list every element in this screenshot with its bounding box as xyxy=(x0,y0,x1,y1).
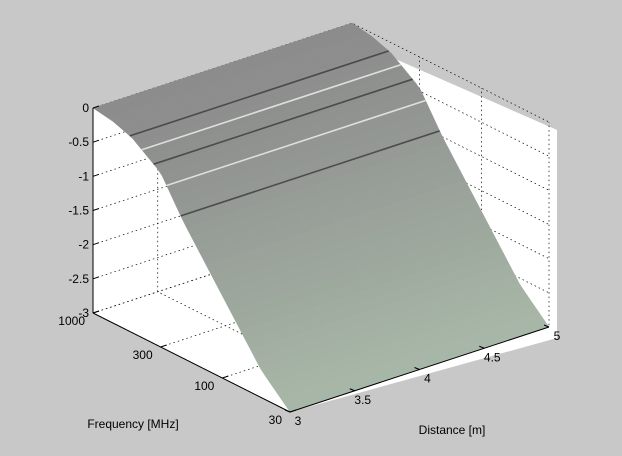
z-tick-mark xyxy=(92,139,100,143)
x-tick-mark xyxy=(349,388,355,392)
y-tick-mark xyxy=(160,344,167,348)
z-tick-mark xyxy=(92,242,100,246)
x-axis-ticks: 3 3.5 4 4.5 5 xyxy=(284,324,561,428)
z-tick-label: -2.5 xyxy=(68,272,89,286)
y-tick-mark xyxy=(92,310,100,314)
z-tick-label: 0 xyxy=(82,101,89,115)
x-axis-label: Distance [m] xyxy=(419,423,486,437)
z-axis-ticks: 0 -0.5 -1 -1.5 -2 -2.5 -3 xyxy=(68,101,100,320)
x-tick-mark xyxy=(284,409,291,413)
x-tick-label: 3.5 xyxy=(354,393,371,407)
y-axis-line xyxy=(92,312,291,413)
z-tick-mark xyxy=(92,208,100,211)
y-tick-mark xyxy=(289,409,297,413)
y-axis-ticks: 30 100 300 1000 xyxy=(58,310,297,427)
surface-ridge xyxy=(180,130,440,217)
y-axis-label: Frequency [MHz] xyxy=(87,417,178,431)
z-tick-label: -3 xyxy=(78,306,89,320)
z-tick-label: -0.5 xyxy=(68,135,89,149)
z-tick-label: -1.5 xyxy=(68,204,89,218)
z-tick-mark xyxy=(92,173,100,177)
y-tick-label: 1000 xyxy=(58,314,85,328)
x-tick-label: 3 xyxy=(295,414,302,428)
surface-ridge xyxy=(153,78,413,165)
x-tick-label: 5 xyxy=(554,329,561,343)
y-tick-label: 30 xyxy=(269,413,283,427)
x-tick-label: 4.5 xyxy=(484,350,501,364)
surface xyxy=(92,22,550,413)
surface-ridge xyxy=(166,99,426,187)
z-tick-mark xyxy=(92,105,100,109)
surface-ridge xyxy=(129,50,389,137)
z-tick-label: -2 xyxy=(78,238,89,252)
y-tick-mark xyxy=(222,375,229,379)
x-tick-mark xyxy=(543,324,550,328)
surface-ridge xyxy=(141,63,401,151)
z-tick-label: -1 xyxy=(78,169,89,183)
x-tick-mark xyxy=(479,345,485,349)
y-tick-label: 100 xyxy=(194,379,214,393)
x-tick-mark xyxy=(414,367,420,370)
z-tick-mark xyxy=(92,276,100,280)
y-tick-label: 300 xyxy=(133,348,153,362)
grid-line-y xyxy=(92,23,353,314)
x-tick-label: 4 xyxy=(424,372,431,386)
